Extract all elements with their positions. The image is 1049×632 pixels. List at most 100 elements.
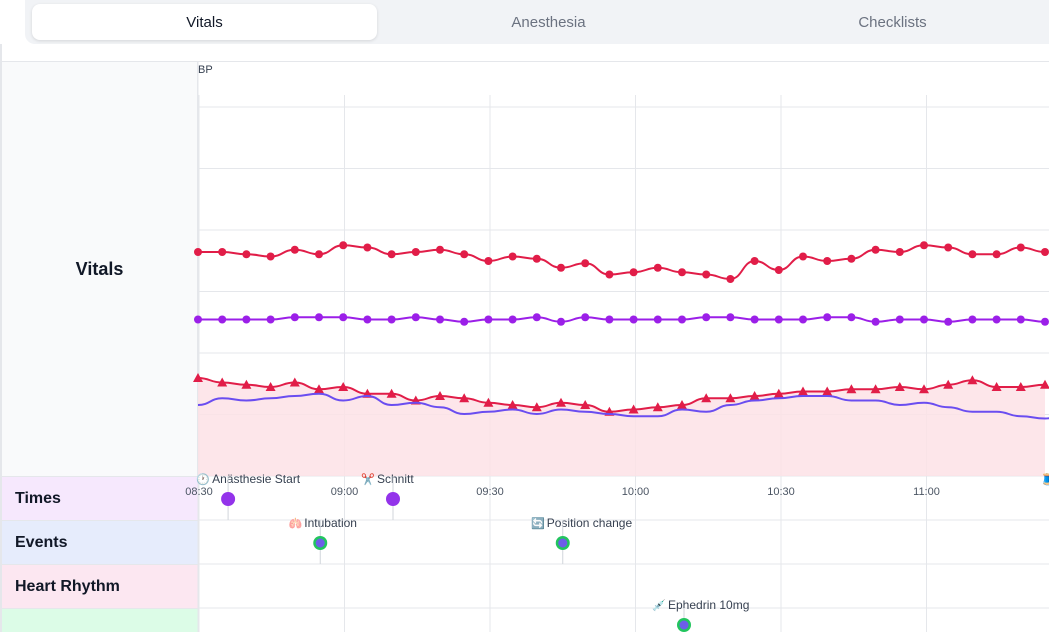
data-point xyxy=(605,270,614,279)
tab-anesthesia[interactable]: Anesthesia xyxy=(511,13,586,31)
data-point xyxy=(338,382,349,391)
data-point xyxy=(920,315,928,324)
data-point xyxy=(218,248,227,256)
data-point xyxy=(1040,379,1049,389)
data-point xyxy=(436,245,444,254)
data-point xyxy=(968,315,977,324)
data-point xyxy=(580,400,591,409)
chart-grid xyxy=(198,95,1049,632)
data-point xyxy=(968,250,977,259)
data-point xyxy=(507,400,518,409)
annotation-label: Anästhesie Start xyxy=(212,472,301,486)
data-point xyxy=(749,391,760,400)
data-point xyxy=(508,315,517,324)
data-point xyxy=(992,315,1001,324)
clock-icon: 🕐 xyxy=(196,473,210,486)
tab-checklists[interactable]: Checklists xyxy=(858,13,927,31)
data-point xyxy=(847,254,856,263)
annotation-dot-inner xyxy=(558,538,568,548)
data-point xyxy=(992,250,1001,259)
data-point xyxy=(629,268,638,277)
data-point xyxy=(1016,315,1025,324)
data-point xyxy=(386,388,397,398)
data-point xyxy=(847,313,856,322)
data-point xyxy=(460,250,469,259)
annotation-dot-inner xyxy=(679,620,689,630)
data-point xyxy=(653,315,662,324)
data-point xyxy=(1041,317,1049,326)
annotation-intubation[interactable]: 🫁 Intubation xyxy=(289,516,357,564)
data-point xyxy=(242,250,251,259)
data-point xyxy=(652,402,663,412)
data-point xyxy=(290,245,299,254)
data-point xyxy=(194,315,202,324)
data-point xyxy=(193,373,203,382)
annotation-anästhesie-start[interactable]: 🕐 Anästhesie Start xyxy=(196,472,301,520)
row-label-medication xyxy=(2,608,198,632)
time-tick-label: 09:30 xyxy=(476,486,504,498)
data-point xyxy=(411,248,420,256)
data-point xyxy=(289,377,300,387)
data-point xyxy=(774,315,783,324)
data-point xyxy=(774,266,783,274)
header-divider xyxy=(0,61,1049,62)
data-point xyxy=(531,402,542,412)
time-tick-label: 11:00 xyxy=(913,486,940,498)
vitals-section-label: Vitals xyxy=(2,62,198,476)
data-point xyxy=(459,393,470,403)
annotation-n[interactable]: 🧵N xyxy=(1040,472,1049,520)
tab-bar: Vitals Anesthesia Checklists xyxy=(25,0,1049,44)
annotation-schnitt[interactable]: ✂️ Schnitt xyxy=(361,472,414,520)
data-point xyxy=(629,315,638,324)
chart-series xyxy=(193,241,1049,476)
data-point xyxy=(484,315,493,324)
annotation-position-change[interactable]: 🔄 Position change xyxy=(531,516,632,564)
series-line-3 xyxy=(197,392,1049,420)
data-point xyxy=(411,313,420,322)
data-point xyxy=(217,377,228,387)
data-point xyxy=(773,388,784,398)
row-label-heart-rhythm: Heart Rhythm xyxy=(2,564,198,608)
data-point xyxy=(387,315,396,324)
annotation-label: Ephedrin 10mg xyxy=(668,598,749,612)
data-point xyxy=(290,313,299,322)
data-point xyxy=(726,313,735,322)
data-point xyxy=(314,384,324,394)
data-point xyxy=(363,315,372,324)
annotation-label: Position change xyxy=(547,516,633,530)
syringe-icon: 💉 xyxy=(652,599,666,612)
data-point xyxy=(701,393,712,403)
data-point xyxy=(798,386,808,396)
data-point xyxy=(871,317,880,326)
data-point xyxy=(702,313,711,322)
data-point xyxy=(242,315,251,324)
data-point xyxy=(677,400,687,409)
data-point xyxy=(339,241,348,250)
tab-vitals[interactable]: Vitals xyxy=(32,4,377,40)
data-point xyxy=(1041,248,1049,256)
data-point xyxy=(218,315,227,324)
data-point xyxy=(822,386,833,396)
data-point xyxy=(315,313,323,322)
data-point xyxy=(944,317,953,326)
data-point xyxy=(823,257,832,265)
data-point xyxy=(799,252,807,261)
data-point xyxy=(194,248,202,256)
thread-icon: 🧵 xyxy=(1040,473,1049,486)
series-line-1 xyxy=(198,244,1046,281)
annotation-dot xyxy=(221,492,236,506)
data-point xyxy=(799,315,807,324)
data-point xyxy=(483,397,494,407)
data-point xyxy=(265,382,276,391)
data-point xyxy=(702,270,711,279)
time-tick-label: 10:30 xyxy=(767,486,795,498)
left-border xyxy=(0,44,2,632)
data-point xyxy=(991,382,1002,391)
data-point xyxy=(846,384,857,394)
data-point xyxy=(943,379,954,389)
data-point xyxy=(920,241,928,250)
data-point xyxy=(1016,243,1025,252)
annotation-ephedrin-10mg[interactable]: 💉 Ephedrin 10mg xyxy=(652,598,749,632)
time-tick-label: 09:00 xyxy=(331,486,359,498)
